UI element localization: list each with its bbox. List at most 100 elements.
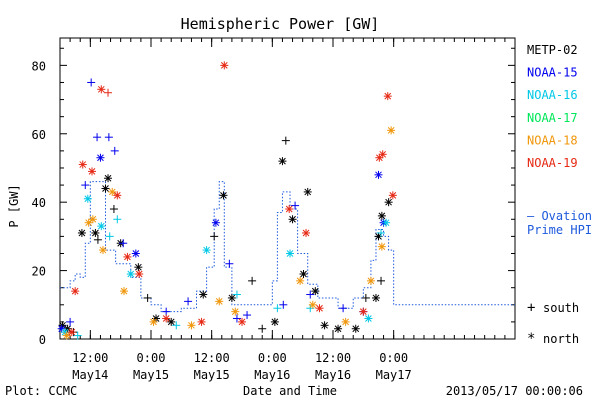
footer-timestamp: 2013/05/17 00:00:06 [446,384,583,398]
south-marker [66,317,75,326]
south-marker [143,293,152,302]
north-marker [152,314,161,323]
north-marker [98,246,107,255]
y-axis-label-text: P [GW] [7,184,21,227]
south-marker [105,232,114,241]
south-marker [232,314,241,323]
north-marker [359,307,368,316]
south-marker [113,215,122,224]
north-marker [199,290,208,299]
legend-north-marker: * [527,331,535,347]
north-marker [303,187,312,196]
south-marker [119,239,128,248]
north-marker [383,92,392,101]
north-marker [149,317,158,326]
legend-south-marker: + [527,300,535,316]
north-marker [382,218,391,227]
south-marker [306,290,315,299]
x-tick-label-time: 0:00 [379,351,408,365]
south-marker [210,232,219,241]
x-tick-label-time: 12:00 [315,351,351,365]
data-points [57,61,397,340]
north-marker [123,252,132,261]
north-marker [364,314,373,323]
north-marker [388,191,397,200]
north-marker [162,314,171,323]
north-marker [97,222,106,231]
chart-title: Hemispheric Power [GW] [181,15,380,33]
south-marker [291,201,300,210]
legend-south: + south [527,300,579,316]
south-marker [162,307,171,316]
south-marker [281,136,290,145]
north-marker [334,324,343,333]
x-tick-label-date: May16 [254,368,290,382]
north-marker [351,324,360,333]
north-marker [302,228,311,237]
x-tick-label-time: 12:00 [72,351,108,365]
north-marker [71,287,80,296]
south-marker [232,290,241,299]
north-marker [84,218,93,227]
north-marker [227,293,236,302]
legend: METP-02 NOAA-15 NOAA-16 NOAA-17 NOAA-18 NOAA-… [527,43,578,170]
south-marker [87,78,96,87]
plot-frame [59,37,516,340]
north-marker [101,184,110,193]
south-marker [73,331,82,340]
south-marker [225,259,234,268]
north-marker [320,321,329,330]
south-marker [258,324,267,333]
north-marker [126,270,135,279]
south-marker [377,228,386,237]
north-marker [285,205,294,214]
x-ticks: 12:00 May14 0:00 May15 12:00 May15 0:00 May16 12… [59,38,516,382]
north-marker [315,304,324,313]
south-marker [93,235,102,244]
south-marker [243,311,252,320]
north-marker [308,300,317,309]
x-tick-label-date: May17 [376,368,412,382]
north-marker [270,317,279,326]
north-marker [187,321,196,330]
north-marker [104,174,113,183]
south-marker [104,133,113,142]
north-marker [341,317,350,326]
x-tick-label-date: May15 [194,368,230,382]
north-marker [278,157,287,166]
y-tick-label: 40 [32,196,46,210]
north-marker [113,191,122,200]
y-tick-label: 20 [32,265,46,279]
north-marker [371,293,380,302]
legend-entry-noaa-15: NOAA-15 [527,66,578,80]
south-marker [81,181,90,190]
south-marker [377,276,386,285]
north-marker [377,242,386,251]
north-marker [384,198,393,207]
south-marker [279,300,288,309]
north-marker [131,249,140,258]
x-tick-label-time: 0:00 [137,351,166,365]
north-marker [97,85,106,94]
x-tick-label-date: May16 [315,368,351,382]
south-marker [339,304,348,313]
south-marker [361,293,370,302]
north-marker [286,249,295,258]
south-marker [93,133,102,142]
x-tick-label-time: 12:00 [194,351,230,365]
south-marker [248,276,257,285]
footer-plot-credit: Plot: CCMC [5,384,77,398]
north-marker [374,170,383,179]
y-tick-label: 60 [32,128,46,142]
north-marker [197,317,206,326]
north-marker [215,297,224,306]
north-marker [238,317,246,326]
legend-north-label: north [543,332,579,346]
north-marker [62,331,71,340]
x-tick-label-date: May14 [72,368,108,382]
north-marker [83,194,92,203]
north-marker [91,228,100,237]
north-marker [108,187,117,196]
legend-south-label: south [543,301,579,315]
